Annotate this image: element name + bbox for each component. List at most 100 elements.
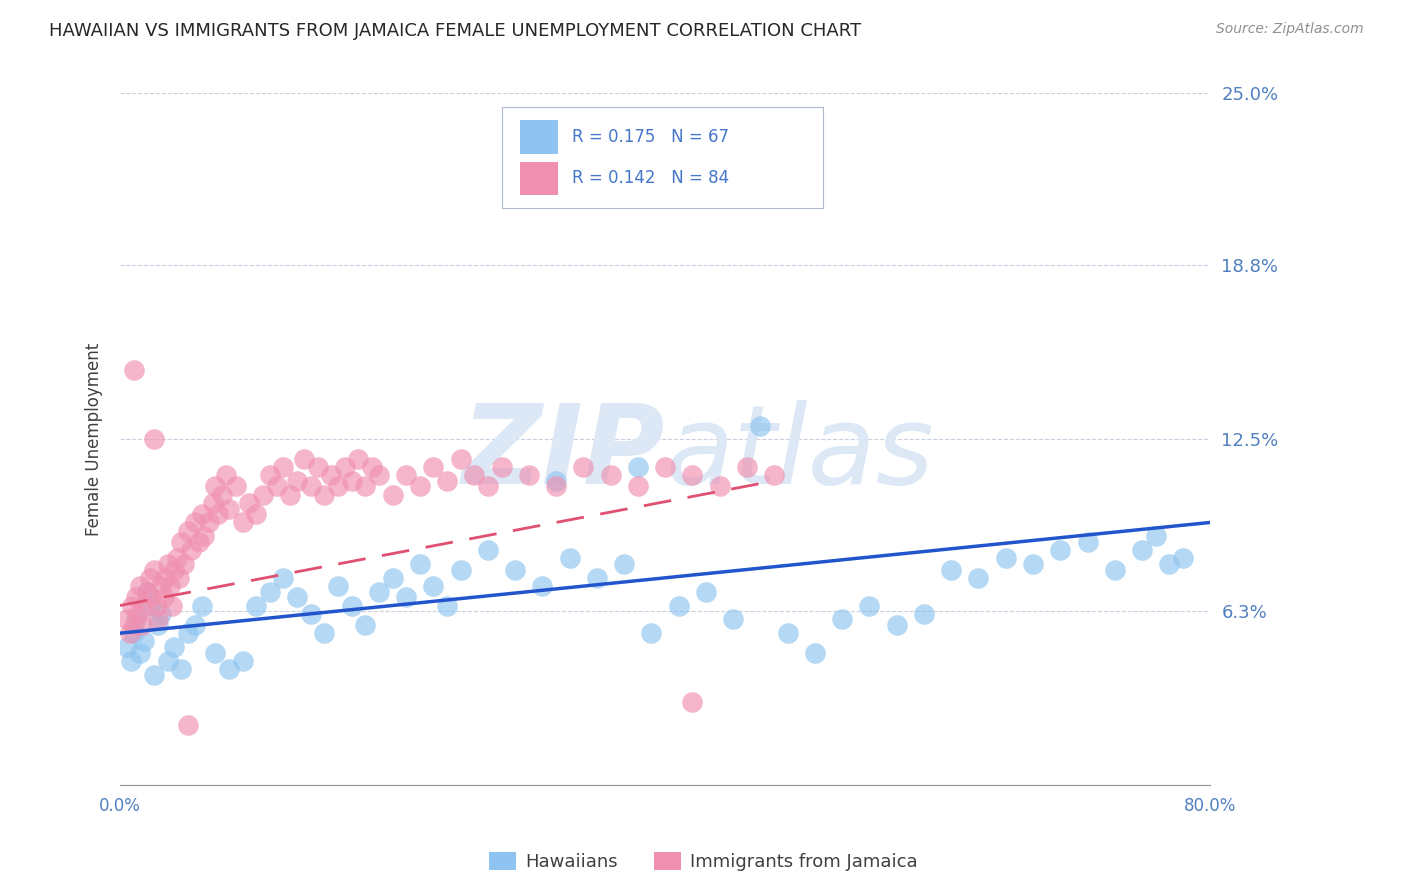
Point: [395, 468, 418, 483]
Point: [299, 479, 322, 493]
Point: [211, 488, 233, 502]
Point: [134, 599, 156, 613]
Point: [125, 612, 148, 626]
Point: [218, 501, 240, 516]
Point: [721, 612, 744, 626]
Point: [170, 662, 193, 676]
Point: [177, 626, 200, 640]
Point: [463, 468, 485, 483]
Point: [190, 507, 212, 521]
Point: [136, 584, 159, 599]
Point: [167, 571, 190, 585]
Point: [361, 460, 384, 475]
Point: [207, 507, 229, 521]
Point: [215, 468, 238, 483]
Point: [120, 654, 142, 668]
Point: [681, 468, 703, 483]
Point: [967, 571, 990, 585]
Point: [163, 640, 186, 654]
Point: [326, 479, 349, 493]
Point: [1022, 557, 1045, 571]
Bar: [520, 120, 558, 153]
Point: [994, 551, 1017, 566]
Point: [259, 584, 281, 599]
Point: [749, 418, 772, 433]
Point: [613, 557, 636, 571]
Point: [122, 618, 145, 632]
Point: [381, 571, 404, 585]
Point: [170, 534, 193, 549]
Point: [218, 662, 240, 676]
Point: [266, 479, 288, 493]
Point: [912, 607, 935, 621]
Text: ZIP: ZIP: [461, 400, 665, 507]
Point: [163, 562, 186, 576]
Point: [735, 460, 758, 475]
Point: [586, 571, 609, 585]
Point: [695, 584, 717, 599]
Point: [238, 496, 260, 510]
Point: [127, 607, 149, 621]
Point: [143, 433, 166, 447]
Point: [1159, 557, 1181, 571]
Point: [1076, 534, 1098, 549]
Point: [307, 460, 329, 475]
Point: [125, 591, 148, 605]
Point: [115, 612, 138, 626]
Point: [122, 363, 145, 377]
Point: [491, 460, 513, 475]
Point: [531, 579, 554, 593]
Point: [477, 543, 499, 558]
Point: [184, 618, 207, 632]
Point: [367, 468, 389, 483]
Point: [152, 591, 174, 605]
Point: [245, 599, 267, 613]
Point: [159, 579, 181, 593]
Point: [763, 468, 786, 483]
Point: [367, 584, 389, 599]
Point: [285, 474, 308, 488]
Point: [381, 488, 404, 502]
Point: [572, 460, 595, 475]
Point: [245, 507, 267, 521]
Point: [141, 591, 163, 605]
Point: [544, 479, 567, 493]
Point: [252, 488, 274, 502]
Point: [166, 551, 188, 566]
Point: [326, 579, 349, 593]
Point: [160, 599, 183, 613]
Point: [422, 579, 444, 593]
Point: [285, 591, 308, 605]
Point: [831, 612, 853, 626]
Point: [129, 646, 152, 660]
Point: [517, 468, 540, 483]
Point: [340, 599, 363, 613]
Point: [143, 562, 166, 576]
Point: [776, 626, 799, 640]
FancyBboxPatch shape: [502, 107, 823, 208]
Point: [139, 571, 162, 585]
Point: [422, 460, 444, 475]
Point: [188, 534, 211, 549]
Point: [340, 474, 363, 488]
Point: [640, 626, 662, 640]
Point: [436, 474, 458, 488]
Point: [314, 488, 336, 502]
Point: [395, 591, 418, 605]
Text: R = 0.142   N = 84: R = 0.142 N = 84: [572, 169, 730, 187]
Point: [273, 460, 295, 475]
Point: [204, 479, 226, 493]
Point: [627, 479, 650, 493]
Point: [1049, 543, 1071, 558]
Point: [225, 479, 247, 493]
Point: [804, 646, 827, 660]
Point: [503, 562, 526, 576]
Point: [321, 468, 343, 483]
Point: [1171, 551, 1194, 566]
Point: [1130, 543, 1153, 558]
Point: [627, 460, 650, 475]
Point: [204, 646, 226, 660]
Point: [886, 618, 908, 632]
Point: [121, 599, 143, 613]
Point: [436, 599, 458, 613]
